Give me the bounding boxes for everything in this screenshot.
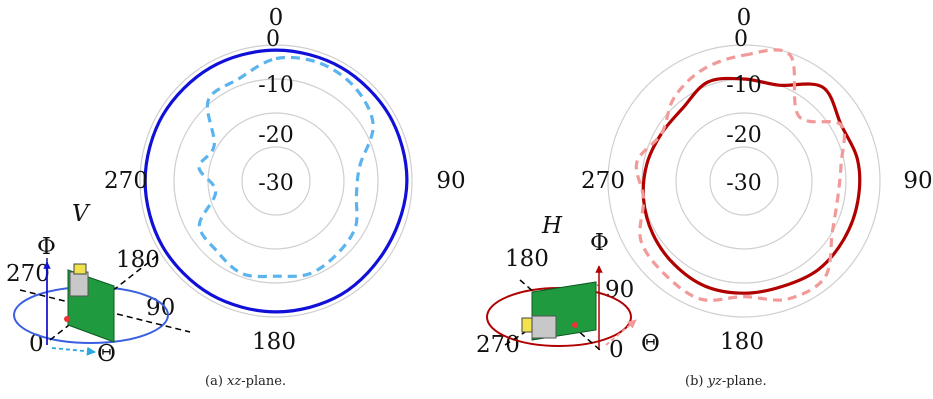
inset-label-270: 270: [6, 261, 50, 287]
polarization-label: H: [541, 213, 563, 239]
radial-tick-10: -10: [726, 73, 761, 98]
grid-circle: [241, 146, 311, 216]
horizontal-axis: [19, 289, 191, 333]
radial-tick-30: -30: [726, 171, 761, 196]
feed-point: [64, 316, 70, 322]
theta-label: Θ: [97, 341, 116, 367]
angle-label-0-outer: 0: [737, 5, 752, 31]
connector: [531, 315, 557, 339]
dashed-series-line: [634, 48, 847, 302]
grid-circle: [607, 44, 881, 318]
inset-label-0: 0: [609, 337, 624, 363]
inset-label-270: 270: [476, 332, 520, 358]
angle-label-90: 90: [903, 168, 932, 194]
caption-b: (b) yz-plane.: [685, 374, 767, 389]
inset-label-180: 180: [505, 246, 549, 272]
inset-label-90: 90: [146, 295, 175, 321]
antenna-inset-h: H Φ 180 90 270 0 Θ: [476, 213, 660, 363]
caption-a: (a) xz-plane.: [205, 374, 286, 389]
feed-point: [572, 322, 578, 328]
polar-chart-yz: 0 90 180 270 0 -10 -20 -30 H Φ 180 90 27…: [476, 5, 933, 389]
inset-label-0: 0: [29, 331, 44, 357]
theta-label: Θ: [641, 331, 660, 357]
polar-chart-xz: 0 90 180 270 0 -10 -20 -30 V Φ 180 270 9…: [6, 5, 466, 389]
theta-arrow: [51, 346, 96, 356]
antenna-inset-v: V Φ 180 270 90 0 Θ: [6, 201, 191, 367]
dashed-series-line: [197, 55, 375, 279]
series-group: [143, 48, 409, 314]
grid-circle: [709, 146, 779, 216]
angle-label-0-outer: 0: [269, 5, 284, 31]
sma-port: [521, 317, 533, 333]
diagonal-axis: [49, 254, 159, 341]
radial-tick-0: 0: [266, 27, 280, 52]
angle-label-270: 270: [581, 168, 625, 194]
radial-tick-10: -10: [258, 73, 293, 98]
grid-circle: [173, 78, 379, 284]
sma-port: [73, 263, 87, 275]
phi-label: Φ: [590, 230, 609, 256]
inset-label-180: 180: [116, 247, 160, 273]
angle-label-90: 90: [436, 168, 465, 194]
angle-label-270: 270: [104, 168, 148, 194]
solid-series-line: [143, 48, 409, 314]
phi-label: Φ: [37, 234, 56, 260]
radial-tick-20: -20: [726, 123, 761, 148]
polar-grid: [139, 44, 413, 318]
radial-tick-30: -30: [258, 171, 293, 196]
connector: [69, 271, 89, 297]
series-group: [634, 48, 862, 302]
radial-tick-20: -20: [258, 123, 293, 148]
polarization-label: V: [72, 201, 91, 227]
radial-tick-0: 0: [734, 27, 748, 52]
angle-label-180: 180: [252, 329, 296, 355]
inset-label-90: 90: [605, 277, 634, 303]
grid-circle: [675, 112, 813, 250]
angle-label-180: 180: [720, 329, 764, 355]
grid-circle: [139, 44, 413, 318]
